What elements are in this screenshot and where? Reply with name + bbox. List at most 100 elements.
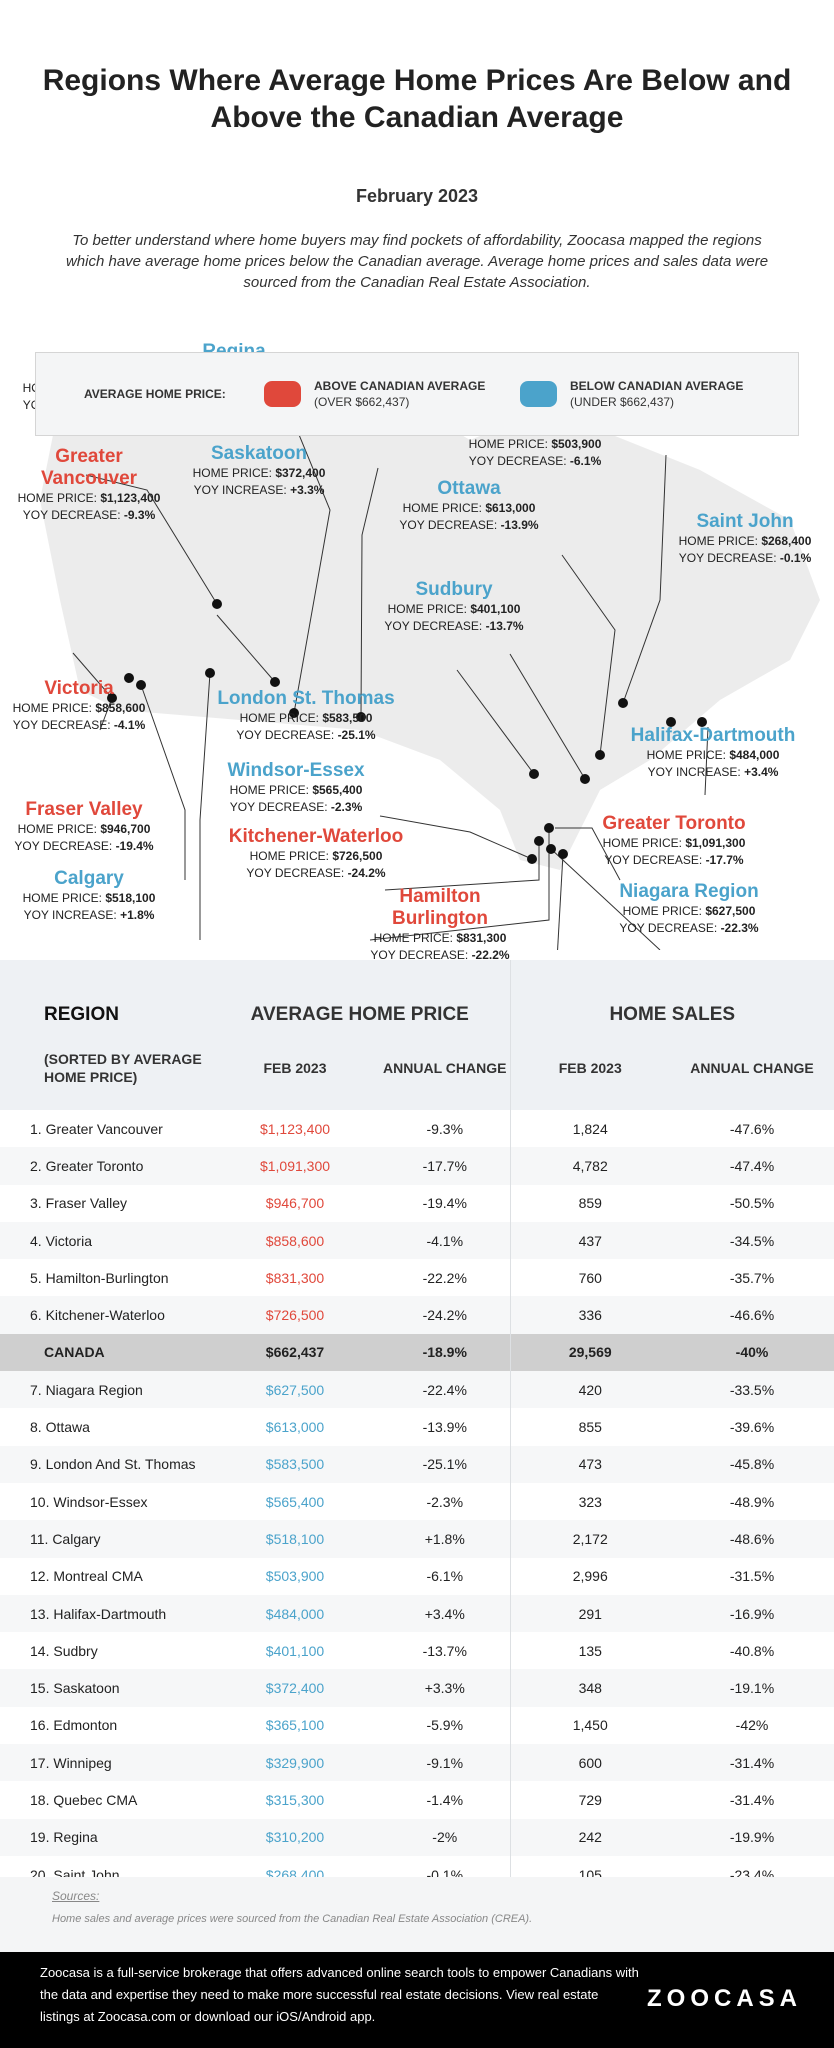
yoy-line: YOY DECREASE: -2.3% — [216, 799, 376, 816]
map-label-greater-toronto: Greater Toronto HOME PRICE: $1,091,300 YOY… — [589, 813, 759, 869]
price-label: HOME PRICE: — [646, 748, 726, 762]
region-name: Ottawa — [437, 478, 501, 499]
region-name: Niagara Region — [619, 881, 759, 902]
sales-cell: 2,996 — [509, 1557, 670, 1595]
leader-line — [561, 554, 616, 756]
price-value: $726,500 — [332, 849, 383, 863]
sales-change-cell: -35.7% — [729, 1269, 775, 1286]
region-dot — [580, 774, 590, 784]
yoy-label: YOY DECREASE: — [14, 839, 113, 853]
price-value: $518,100 — [105, 891, 156, 905]
region-dot — [697, 717, 707, 727]
region-dot — [527, 854, 537, 864]
region-dot — [666, 717, 676, 727]
price-cell: $613,000 — [265, 1419, 325, 1436]
sales-change-cell: -50.5% — [729, 1195, 775, 1212]
price-cell: $946,700 — [265, 1195, 325, 1212]
price-cell: $627,500 — [265, 1381, 325, 1398]
yoy-line: YOY DECREASE: -9.3% — [4, 507, 174, 524]
sales-cell: 1,824 — [509, 1110, 670, 1148]
yoy-line: YOY DECREASE: -13.9% — [394, 517, 544, 534]
leader-line — [622, 454, 667, 704]
price-label: HOME PRICE: — [22, 891, 102, 905]
yoy-value: -0.1% — [779, 551, 812, 565]
sales-cell: 323 — [509, 1482, 670, 1521]
price-change-cell: -22.2% — [422, 1269, 467, 1286]
region-dot — [124, 673, 134, 683]
table-row: 10. Windsor-Essex $565,400 -2.3% 323 -48.9% — [0, 1482, 834, 1521]
table-row: 7. Niagara Region $627,500 -22.4% 420 -33.5% — [0, 1371, 834, 1409]
leader-line — [293, 430, 331, 714]
sales-change-cell: -31.4% — [729, 1791, 775, 1808]
legend-below-sub: (UNDER $662,437) — [570, 395, 675, 409]
yoy-line: YOY DECREASE: -0.1% — [665, 550, 825, 567]
region-dot — [529, 769, 539, 779]
table-row: 17. Winnipeg $329,900 -9.1% 600 -31.4% — [0, 1744, 834, 1782]
col-price-feb: FEB 2023 — [263, 1060, 327, 1076]
price-change-cell: -9.1% — [426, 1754, 464, 1771]
sales-cell: 336 — [509, 1296, 670, 1334]
yoy-value: -4.1% — [113, 718, 146, 732]
price-value: $858,600 — [95, 701, 146, 715]
yoy-value: -25.1% — [337, 728, 376, 742]
sales-change-cell: -45.8% — [729, 1456, 775, 1473]
sales-change-cell: -47.4% — [729, 1157, 775, 1174]
price-label: HOME PRICE: — [249, 849, 329, 863]
leader-line — [369, 828, 550, 941]
sales-cell: 600 — [509, 1744, 670, 1782]
yoy-line: YOY INCREASE: +3.4% — [618, 764, 808, 781]
map-label-fraser-valley: Fraser Valley HOME PRICE: $946,700 YOY DEC… — [4, 799, 164, 855]
price-label: HOME PRICE: — [678, 534, 758, 548]
yoy-value: -2.3% — [330, 800, 363, 814]
sales-cell: 291 — [509, 1594, 670, 1633]
sales-change-cell: -39.6% — [729, 1419, 775, 1436]
price-label: HOME PRICE: — [602, 836, 682, 850]
region-cell: 14. Sudbry — [30, 1642, 98, 1659]
region-cell: 5. Hamilton-Burlington — [30, 1269, 169, 1286]
sources-text: Home sales and average prices were sourc… — [52, 1913, 533, 1925]
leader-line — [555, 827, 621, 881]
sales-change-cell: -19.9% — [729, 1829, 775, 1846]
intro-text: To better understand where home buyers m… — [65, 232, 769, 291]
region-name: Hamilton Burlington — [391, 886, 489, 929]
col-sorted-note: (SORTED BY AVERAGE HOME PRICE) — [44, 1051, 202, 1085]
price-change-cell: -19.4% — [422, 1195, 467, 1212]
table-row: 11. Calgary $518,100 +1.8% 2,172 -48.6% — [0, 1520, 834, 1558]
canada-map — [40, 430, 820, 950]
price-label: HOME PRICE: — [12, 701, 92, 715]
leader-line — [509, 653, 586, 780]
home-price-line: HOME PRICE: $858,600 — [4, 700, 154, 717]
price-cell: $1,123,400 — [259, 1120, 331, 1137]
yoy-label: YOY DECREASE: — [370, 948, 469, 962]
price-label: HOME PRICE: — [622, 904, 702, 918]
legend-label: AVERAGE HOME PRICE: — [84, 387, 226, 401]
price-change-cell: +3.3% — [424, 1680, 465, 1697]
leader-line — [704, 726, 709, 796]
sources: Sources: Home sales and average prices w… — [0, 1877, 834, 1952]
sources-label: Sources: — [52, 1889, 100, 1903]
yoy-label: YOY DECREASE: — [399, 518, 498, 532]
home-price-line: HOME PRICE: $268,400 — [665, 533, 825, 550]
region-dot — [618, 698, 628, 708]
leader-line — [85, 474, 218, 605]
price-change-cell: -9.3% — [426, 1120, 464, 1137]
price-change-cell: -13.7% — [422, 1642, 467, 1659]
map-label-halifax-dartmouth: Halifax-Dartmouth HOME PRICE: $484,000 YOY… — [618, 725, 808, 781]
yoy-line: YOY DECREASE: -19.4% — [4, 838, 164, 855]
yoy-line: YOY DECREASE: -6.1% — [450, 453, 620, 470]
sales-cell: 2,172 — [509, 1520, 670, 1558]
region-name: Calgary — [54, 868, 124, 889]
home-price-line: HOME PRICE: $1,091,300 — [589, 835, 759, 852]
region-dot — [205, 668, 215, 678]
price-change-cell: -2.3% — [426, 1493, 464, 1510]
leader-line — [216, 614, 276, 683]
legend-below: BELOW CANADIAN AVERAGE (UNDER $662,437) — [520, 378, 776, 410]
home-price-line: HOME PRICE: $401,100 — [374, 601, 534, 618]
yoy-value: -17.7% — [705, 853, 744, 867]
page-title: Regions Where Average Home Prices Are Be… — [42, 64, 792, 134]
sales-cell: 4,782 — [509, 1147, 670, 1185]
leader-line — [379, 815, 533, 860]
price-change-cell: -22.4% — [422, 1381, 467, 1398]
price-value: $831,300 — [456, 931, 507, 945]
price-change-cell: -1.4% — [426, 1791, 464, 1808]
